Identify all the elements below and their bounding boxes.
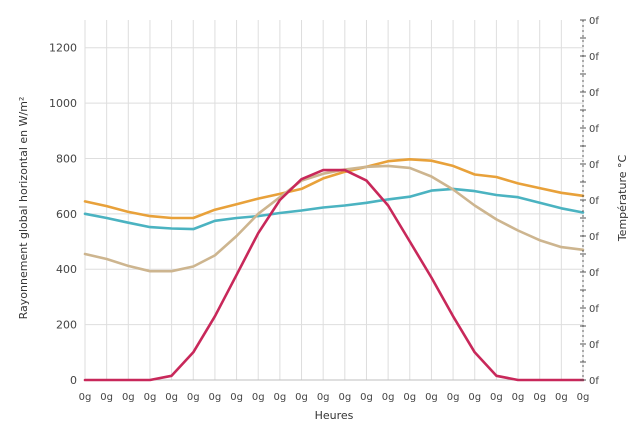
y2-axis-ticks: 0f 0f 0f 0f 0f 0f 0f 0f 0f 0f 0f: [580, 16, 599, 387]
y2-axis-title: Température °C: [616, 155, 629, 243]
y-tick-label: 1000: [49, 97, 77, 110]
y-axis-ticks: 0 200 400 600 800 1000 1200: [49, 42, 77, 387]
y2-tick-label: 0f: [589, 52, 599, 63]
y-tick-label: 600: [56, 208, 77, 221]
x-tick-label: 0g: [360, 392, 373, 403]
x-tick-label: 0g: [382, 392, 395, 403]
x-tick-label: 0g: [490, 392, 503, 403]
y2-tick-label: 0f: [589, 124, 599, 135]
x-axis-ticks: 0g 0g 0g 0g 0g 0g 0g 0g 0g 0g 0g 0g 0g 0g 0g 0g 0g 0g 0g 0g…: [79, 392, 590, 403]
series-line-2: [83, 187, 585, 231]
x-tick-label: 0g: [533, 392, 546, 403]
x-tick-label: 0g: [252, 392, 265, 403]
y2-tick-label: 0f: [589, 16, 599, 27]
x-tick-label: 0g: [468, 392, 481, 403]
series-line-3: [83, 164, 585, 273]
x-tick-label: 0g: [144, 392, 157, 403]
x-tick-label: 0g: [338, 392, 351, 403]
x-tick-label: 0g: [274, 392, 287, 403]
y2-tick-label: 0f: [589, 340, 599, 351]
y2-tick-label: 0f: [589, 304, 599, 315]
x-tick-label: 0g: [447, 392, 460, 403]
y2-tick-label: 0f: [589, 268, 599, 279]
x-tick-label: 0g: [555, 392, 568, 403]
series-line-1: [83, 158, 585, 220]
x-tick-label: 0g: [577, 392, 590, 403]
y2-tick-label: 0f: [589, 196, 599, 207]
y-tick-label: 0: [70, 374, 77, 387]
x-tick-label: 0g: [403, 392, 416, 403]
y-tick-label: 400: [56, 263, 77, 276]
x-tick-label: 0g: [122, 392, 135, 403]
y-tick-label: 800: [56, 152, 77, 165]
grid-lines: [84, 20, 584, 381]
y2-tick-label: 0f: [589, 88, 599, 99]
x-tick-label: 0g: [425, 392, 438, 403]
x-tick-label: 0g: [230, 392, 243, 403]
x-tick-label: 0g: [512, 392, 525, 403]
y-tick-label: 200: [56, 319, 77, 332]
y2-tick-label: 0f: [589, 376, 599, 387]
y-axis-title: Rayonnement global horizontal en W/m²: [17, 97, 30, 320]
x-tick-label: 0g: [209, 392, 222, 403]
y2-tick-label: 0f: [589, 160, 599, 171]
x-tick-label: 0g: [100, 392, 113, 403]
series-layer: [83, 158, 585, 382]
y2-tick-label: 0f: [589, 232, 599, 243]
y-tick-label: 1200: [49, 42, 77, 55]
x-axis-title: Heures: [315, 409, 354, 422]
x-tick-label: 0g: [187, 392, 200, 403]
x-tick-label: 0g: [295, 392, 308, 403]
x-tick-label: 0g: [317, 392, 330, 403]
series-line-4: [83, 168, 585, 382]
x-tick-label: 0g: [79, 392, 92, 403]
x-tick-label: 0g: [165, 392, 178, 403]
